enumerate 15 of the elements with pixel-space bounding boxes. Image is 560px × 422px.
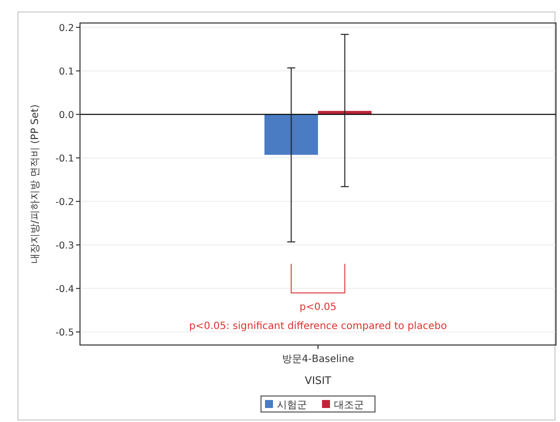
y-tick-label: -0.4 — [55, 284, 74, 295]
y-tick-label: -0.1 — [55, 153, 74, 164]
y-tick-label: -0.2 — [55, 196, 74, 208]
y-tick-label: -0.5 — [55, 327, 74, 338]
y-tick-label: 0.1 — [58, 66, 74, 78]
y-tick-label: 0.0 — [58, 110, 74, 121]
legend-label: 대조군 — [334, 400, 364, 411]
annotation: p<0.05: significant difference compared to placebo — [189, 320, 447, 332]
x-tick-label: 방문4-Baseline — [282, 354, 354, 365]
y-tick-label: 0.2 — [58, 22, 74, 34]
legend-label: 시험군 — [277, 400, 307, 411]
y-axis-title: 내장지방/피하지방 면적비 (PP Set) — [30, 104, 41, 264]
y-tick-label: -0.3 — [55, 240, 74, 252]
x-axis-title: VISIT — [304, 375, 332, 387]
annotation: p<0.05 — [300, 302, 336, 313]
